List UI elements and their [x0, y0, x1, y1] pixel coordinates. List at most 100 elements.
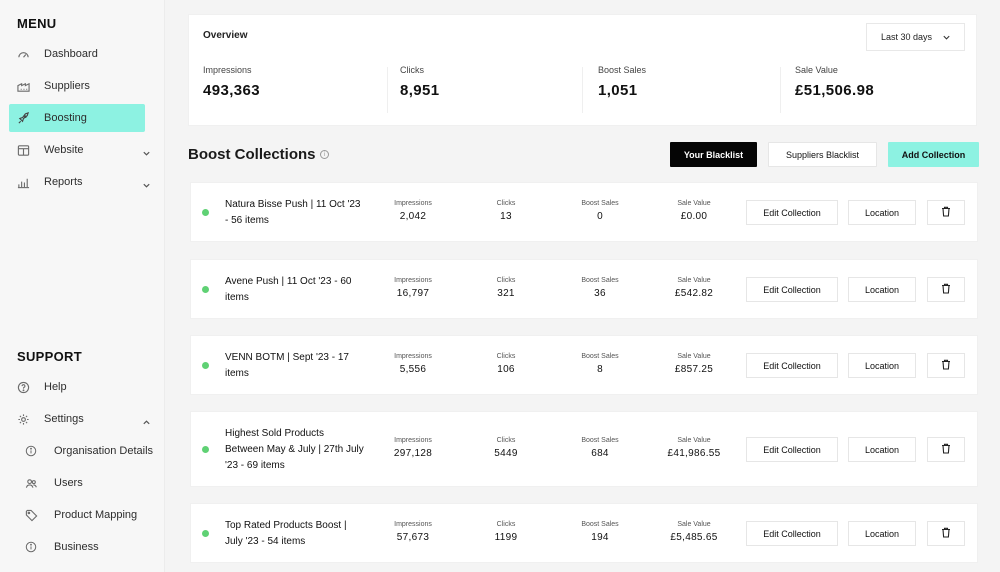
metric-value: 57,673	[396, 532, 430, 543]
period-select-value: Last 30 days	[881, 32, 933, 42]
metric-value: £0.00	[680, 211, 708, 222]
metric-label: Impressions	[394, 437, 432, 444]
sidebar-subitem-users[interactable]: Users	[24, 472, 83, 494]
metric-boost-sales: Boost Sales 0	[560, 200, 640, 222]
sidebar-item-reports[interactable]: Reports	[9, 168, 150, 196]
status-dot	[202, 209, 209, 216]
metric-boost-sales: Boost Sales 684	[560, 437, 640, 459]
delete-button[interactable]	[927, 200, 965, 225]
status-dot	[202, 362, 209, 369]
sidebar-item-boosting[interactable]: Boosting	[9, 104, 145, 132]
metric-label: Boost Sales	[581, 437, 619, 444]
edit-collection-button[interactable]: Edit Collection	[746, 437, 838, 462]
location-button[interactable]: Location	[848, 200, 916, 225]
metric-clicks: Clicks 1199	[466, 521, 546, 543]
metric-clicks: Clicks 321	[466, 277, 546, 299]
metric-value: 16,797	[396, 288, 430, 299]
metric-value: 321	[497, 288, 515, 299]
metric-sale-value: Sale Value £5,485.65	[654, 521, 734, 543]
status-dot	[202, 446, 209, 453]
sidebar-item-label: Reports	[44, 176, 83, 188]
stat-label: Clicks	[400, 65, 424, 75]
sidebar-item-settings[interactable]: Settings	[9, 405, 150, 433]
metric-label: Sale Value	[677, 521, 711, 528]
location-button[interactable]: Location	[848, 277, 916, 302]
sidebar-subitem-product-mapping[interactable]: Product Mapping	[24, 504, 137, 526]
stat-divider	[780, 67, 781, 113]
sidebar-subitem-label: Product Mapping	[54, 509, 138, 521]
edit-collection-button[interactable]: Edit Collection	[746, 277, 838, 302]
metric-boost-sales: Boost Sales 8	[560, 353, 640, 375]
delete-button[interactable]	[927, 277, 965, 302]
sidebar-subitem-label: Users	[54, 477, 83, 489]
chevron-down-icon	[942, 33, 951, 44]
settings-icon	[16, 412, 30, 426]
delete-button[interactable]	[927, 353, 965, 378]
metric-impressions: Impressions 297,128	[373, 437, 453, 459]
location-button[interactable]: Location	[848, 437, 916, 462]
sidebar-item-help[interactable]: Help	[9, 373, 145, 401]
help-icon	[16, 380, 30, 394]
metric-impressions: Impressions 2,042	[373, 200, 453, 222]
info-icon[interactable]: i	[320, 150, 329, 159]
metric-label: Sale Value	[677, 437, 711, 444]
users-icon	[24, 476, 38, 490]
your-blacklist-button[interactable]: Your Blacklist	[670, 142, 757, 167]
suppliers-blacklist-button[interactable]: Suppliers Blacklist	[768, 142, 877, 167]
metric-value: £542.82	[674, 288, 714, 299]
menu-section-title: MENU	[17, 16, 57, 31]
sidebar-item-label: Website	[44, 144, 84, 156]
metric-label: Impressions	[394, 353, 432, 360]
delete-button[interactable]	[927, 521, 965, 546]
suppliers-icon	[16, 79, 30, 93]
metric-label: Boost Sales	[581, 200, 619, 207]
delete-button[interactable]	[927, 437, 965, 462]
sidebar-item-website[interactable]: Website	[9, 136, 150, 164]
chevron-up-icon	[142, 414, 151, 432]
metric-sale-value: Sale Value £542.82	[654, 277, 734, 299]
sidebar-subitem-label: Business	[54, 541, 99, 553]
metric-label: Impressions	[394, 200, 432, 207]
stat-value: £51,506.98	[795, 82, 875, 99]
stat-boost-sales: Boost Sales 1,051	[598, 65, 646, 117]
sidebar-subitem-business[interactable]: Business	[24, 536, 99, 558]
collection-name: Highest Sold Products Between May & July…	[225, 428, 364, 471]
sidebar-item-suppliers[interactable]: Suppliers	[9, 72, 145, 100]
stat-value: 8,951	[400, 82, 440, 99]
edit-collection-button[interactable]: Edit Collection	[746, 353, 838, 378]
metric-value: 194	[591, 532, 609, 543]
sidebar-item-label: Suppliers	[44, 80, 90, 92]
metric-clicks: Clicks 106	[466, 353, 546, 375]
edit-collection-button[interactable]: Edit Collection	[746, 200, 838, 225]
overview-card: Overview Last 30 days Impressions 493,36…	[188, 14, 977, 126]
trash-icon	[941, 527, 951, 540]
metric-label: Impressions	[394, 277, 432, 284]
location-button[interactable]: Location	[848, 353, 916, 378]
metric-value: £5,485.65	[670, 532, 718, 543]
dashboard-icon	[16, 47, 30, 61]
collection-name: Natura Bisse Push | 11 Oct '23 - 56 item…	[225, 199, 361, 226]
trash-icon	[941, 359, 951, 372]
metric-label: Sale Value	[677, 277, 711, 284]
edit-collection-button[interactable]: Edit Collection	[746, 521, 838, 546]
metric-value: 5449	[494, 448, 518, 459]
website-icon	[16, 143, 30, 157]
support-section-title: SUPPORT	[17, 349, 82, 364]
stat-value: 1,051	[598, 82, 638, 99]
stat-label: Boost Sales	[598, 65, 647, 75]
stat-label: Sale Value	[795, 65, 838, 75]
metric-impressions: Impressions 57,673	[373, 521, 453, 543]
collection-name: VENN BOTM | Sept '23 - 17 items	[225, 352, 349, 379]
stat-clicks: Clicks 8,951	[400, 65, 440, 117]
add-collection-button[interactable]: Add Collection	[888, 142, 979, 167]
collection-row: Natura Bisse Push | 11 Oct '23 - 56 item…	[190, 182, 978, 242]
period-select[interactable]: Last 30 days	[866, 23, 965, 51]
location-button[interactable]: Location	[848, 521, 916, 546]
sidebar-subitem-organisation-details[interactable]: Organisation Details	[24, 440, 153, 462]
metric-sale-value: Sale Value £41,986.55	[654, 437, 734, 459]
overview-title: Overview	[203, 30, 248, 41]
info-icon	[24, 540, 38, 554]
chevron-down-icon	[142, 177, 151, 195]
metric-value: 2,042	[399, 211, 427, 222]
sidebar-item-dashboard[interactable]: Dashboard	[9, 40, 145, 68]
